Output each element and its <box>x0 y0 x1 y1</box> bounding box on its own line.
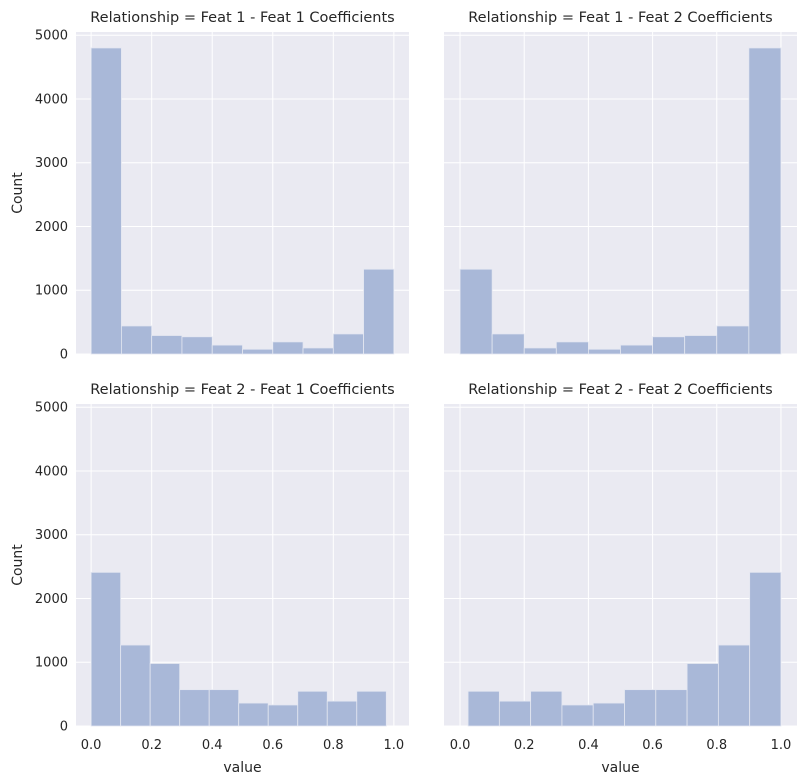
y-tick-label: 2000 <box>35 220 68 235</box>
x-tick-label: 0.0 <box>450 738 471 753</box>
x-tick-label: 0.2 <box>514 738 535 753</box>
histogram-bar <box>624 689 657 727</box>
y-tick-label: 1000 <box>35 656 68 671</box>
facet-title: Relationship = Feat 1 - Feat 1 Coefficie… <box>90 10 394 26</box>
y-tick-label: 0 <box>60 348 68 363</box>
histogram-bar <box>467 690 500 727</box>
histogram-bar <box>149 663 181 727</box>
x-tick-label: 0.6 <box>262 738 283 753</box>
histogram-bar <box>356 690 387 727</box>
x-tick-label: 1.0 <box>384 738 405 753</box>
y-tick-label: 4000 <box>35 92 68 107</box>
histogram-bar <box>238 702 269 727</box>
histogram-bar <box>588 348 621 355</box>
histogram-bar <box>90 47 122 355</box>
y-tick-label: 5000 <box>35 401 68 416</box>
y-tick-label: 5000 <box>35 29 68 44</box>
histogram-bar <box>267 704 299 727</box>
y-tick-label: 4000 <box>35 464 68 479</box>
y-tick-label: 3000 <box>35 528 68 543</box>
facet-panel-3: Relationship = Feat 2 - Feat 1 Coefficie… <box>10 382 409 776</box>
facet-panel-1: Relationship = Feat 1 - Feat 1 Coefficie… <box>10 10 409 363</box>
x-tick-label: 0.8 <box>706 738 727 753</box>
histogram-bar <box>523 347 557 355</box>
y-axis-label: Count <box>10 544 26 586</box>
histogram-bar <box>242 348 274 355</box>
y-tick-label: 0 <box>60 720 68 735</box>
x-tick-label: 0.6 <box>642 738 663 753</box>
axes-background <box>76 32 409 354</box>
histogram-bar <box>181 336 213 355</box>
x-tick-label: 0.4 <box>202 738 223 753</box>
histogram-bar <box>297 690 328 727</box>
x-tick-label: 0.2 <box>141 738 162 753</box>
facet-title: Relationship = Feat 2 - Feat 1 Coefficie… <box>90 382 394 398</box>
histogram-bar <box>491 333 525 355</box>
histogram-bar <box>686 663 719 727</box>
x-tick-label: 0.0 <box>81 738 102 753</box>
x-tick-label: 0.4 <box>578 738 599 753</box>
histogram-bar <box>211 344 243 355</box>
x-axis-label: value <box>223 760 261 776</box>
y-tick-label: 1000 <box>35 284 68 299</box>
x-tick-label: 0.8 <box>323 738 344 753</box>
histogram-bar <box>749 571 782 727</box>
histogram-bar <box>530 690 563 727</box>
histogram-bar <box>302 347 334 355</box>
histogram-bar <box>716 325 750 355</box>
histogram-bar <box>652 336 686 355</box>
histogram-bar <box>717 644 751 727</box>
histogram-bar <box>561 704 594 727</box>
histogram-bar <box>121 325 153 355</box>
histogram-bar <box>326 700 358 727</box>
histogram-bar <box>748 47 782 355</box>
facet-title: Relationship = Feat 1 - Feat 2 Coefficie… <box>468 10 772 26</box>
histogram-bar <box>90 571 122 727</box>
histogram-bar <box>498 700 532 727</box>
histogram-bar <box>272 341 304 355</box>
y-axis-label: Count <box>10 172 26 214</box>
axes-background <box>444 32 797 354</box>
histogram-bar <box>555 341 589 355</box>
facet-panel-4: Relationship = Feat 2 - Feat 2 Coefficie… <box>444 382 797 776</box>
histogram-bar <box>363 268 395 355</box>
histogram-bar <box>459 268 493 355</box>
histogram-bar <box>592 702 625 727</box>
histogram-bar <box>684 335 718 355</box>
x-tick-label: 1.0 <box>771 738 792 753</box>
histogram-bar <box>332 333 364 355</box>
y-tick-label: 3000 <box>35 156 68 171</box>
histogram-bar <box>120 644 151 727</box>
y-tick-label: 2000 <box>35 592 68 607</box>
histogram-bar <box>208 689 240 727</box>
histogram-bar <box>620 344 653 355</box>
facet-title: Relationship = Feat 2 - Feat 2 Coefficie… <box>468 382 772 398</box>
histogram-bar <box>179 689 210 727</box>
histogram-bar <box>151 335 183 355</box>
histogram-bar <box>655 689 688 727</box>
x-axis-label: value <box>601 760 639 776</box>
facet-panel-2: Relationship = Feat 1 - Feat 2 Coefficie… <box>444 10 797 355</box>
